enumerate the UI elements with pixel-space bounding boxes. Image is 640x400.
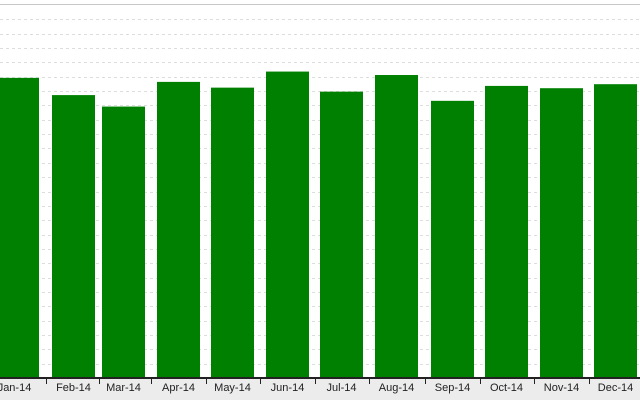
x-tick-label: Sep-14	[435, 382, 470, 394]
bar-mar-14	[102, 106, 145, 378]
bar-oct-14	[485, 85, 528, 379]
x-axis-band	[0, 379, 640, 400]
bar-apr-14	[157, 81, 200, 378]
x-tick-label: Nov-14	[544, 382, 579, 394]
x-tick-label: Apr-14	[162, 382, 195, 394]
bar-sep-14	[431, 100, 474, 378]
x-tick-label: Dec-14	[598, 382, 633, 394]
x-tick-label: Jun-14	[271, 382, 305, 394]
x-tick-label: Jul-14	[327, 382, 357, 394]
x-axis-ticks: Jan-14 Feb-14 Mar-14 Apr-14 May-14 Jun-14 Jul-…	[0, 379, 633, 394]
x-tick-label: Feb-14	[56, 382, 91, 394]
x-tick-label: Jan-14	[0, 382, 31, 394]
bar-jul-14	[320, 91, 363, 379]
x-tick-label: Mar-14	[106, 382, 141, 394]
x-tick-label: May-14	[214, 382, 251, 394]
bar-jan-14	[0, 77, 39, 378]
bar-may-14	[211, 87, 254, 378]
bar-nov-14	[540, 88, 583, 378]
bar-dec-14	[594, 84, 637, 379]
bar-feb-14	[52, 95, 95, 379]
bars	[0, 71, 637, 379]
bar-jun-14	[266, 71, 309, 378]
x-tick-label: Aug-14	[379, 382, 414, 394]
x-tick-label: Oct-14	[490, 382, 523, 394]
bar-aug-14	[375, 75, 418, 379]
